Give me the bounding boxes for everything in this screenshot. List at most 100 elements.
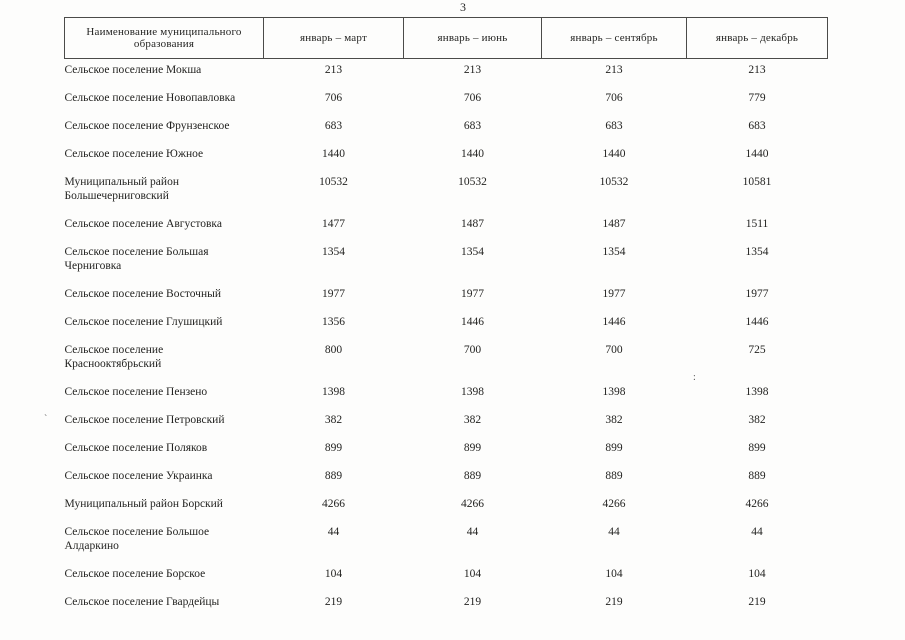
municipality-name: Сельское поселение Краснооктябрьский (64, 344, 164, 370)
value-jan-sep: 899 (605, 442, 623, 454)
scan-artifact: : (693, 372, 696, 383)
table-body: Сельское поселение Мокша 213 213 213 213… (65, 59, 828, 623)
column-header-jan-jun: январь – июнь (403, 17, 542, 59)
value-jan-sep: 219 (605, 596, 623, 608)
value-jan-dec: 1446 (745, 316, 769, 328)
value-jan-dec: 219 (748, 596, 766, 608)
value-jan-sep: 706 (605, 92, 623, 104)
value-jan-jun: 683 (463, 120, 482, 132)
municipality-name: Сельское поселение Большое Алдаркино (64, 526, 210, 552)
table-row: Сельское поселение Южное 1440 1440 1440 … (65, 146, 828, 174)
table-row: Сельское поселение Украинка 889 889 889 … (65, 468, 828, 496)
municipality-name: Муниципальный район Большечерниговский (64, 176, 179, 202)
municipality-name: Сельское поселение Украинка (64, 470, 213, 482)
value-jan-dec: 1977 (745, 288, 769, 300)
value-jan-sep: 1446 (602, 316, 626, 328)
value-jan-mar: 4266 (322, 498, 345, 510)
value-jan-jun: 706 (463, 92, 482, 104)
scan-artifact: ` (44, 414, 48, 425)
municipality-name: Сельское поселение Пензено (64, 386, 208, 398)
value-jan-dec: 899 (748, 442, 766, 454)
column-header-jan-dec: январь – декабрь (686, 17, 828, 59)
value-jan-mar: 683 (324, 120, 343, 132)
value-jan-mar: 213 (324, 64, 343, 76)
value-jan-jun: 213 (463, 64, 482, 76)
municipality-name: Сельское поселение Петровский (64, 414, 225, 426)
value-jan-sep: 683 (605, 120, 623, 132)
value-jan-dec: 1511 (745, 218, 769, 230)
value-jan-jun: 1446 (461, 316, 484, 328)
table-row: Сельское поселение Августовка 1477 1487 … (65, 216, 828, 244)
value-jan-sep: 1977 (602, 288, 626, 300)
table-row: Муниципальный район Борский 4266 4266 42… (65, 496, 828, 524)
value-jan-dec: 10581 (742, 176, 772, 188)
municipality-name: Сельское поселение Поляков (64, 442, 208, 454)
table-row: Сельское поселение Поляков 899 899 899 8… (65, 440, 828, 468)
table-row: Сельское поселение Петровский 382 382 38… (65, 412, 828, 440)
value-jan-sep: 1440 (602, 148, 626, 160)
value-jan-sep: 1487 (602, 218, 626, 230)
municipality-name: Сельское поселение Южное (64, 148, 204, 160)
value-jan-mar: 889 (324, 470, 343, 482)
table-row: Сельское поселение Гвардейцы 219 219 219… (65, 594, 828, 622)
value-jan-mar: 1356 (322, 316, 345, 328)
municipality-name: Муниципальный район Борский (64, 498, 223, 510)
table-row: Сельское поселение Краснооктябрьский 800… (65, 342, 828, 384)
column-header-jan-mar: январь – март (263, 17, 404, 59)
value-jan-mar: 1977 (322, 288, 345, 300)
column-header-municipality: Наименование муниципального образования (64, 17, 264, 59)
value-jan-jun: 10532 (458, 176, 487, 188)
table-header: Наименование муниципального образования … (64, 17, 828, 59)
municipality-name: Сельское поселение Гвардейцы (64, 596, 220, 608)
value-jan-jun: 104 (463, 568, 482, 580)
value-jan-mar: 44 (327, 526, 340, 538)
value-jan-mar: 219 (324, 596, 343, 608)
table-row: Сельское поселение Пензено 1398 1398 139… (65, 384, 828, 412)
table-row: Сельское поселение Новопавловка 706 706 … (65, 90, 828, 118)
municipality-name: Сельское поселение Фрунзенское (64, 120, 230, 132)
value-jan-dec: 1398 (745, 386, 769, 398)
value-jan-sep: 1398 (602, 386, 626, 398)
municipality-name: Сельское поселение Борское (64, 568, 206, 580)
value-jan-mar: 1440 (322, 148, 345, 160)
value-jan-sep: 104 (605, 568, 623, 580)
value-jan-sep: 889 (605, 470, 623, 482)
municipal-data-table-wrap: Наименование муниципального образования … (64, 17, 828, 623)
value-jan-jun: 1977 (461, 288, 484, 300)
value-jan-mar: 104 (324, 568, 343, 580)
municipality-name: Сельское поселение Глушицкий (64, 316, 223, 328)
value-jan-sep: 4266 (602, 498, 626, 510)
value-jan-sep: 213 (605, 64, 623, 76)
value-jan-mar: 899 (324, 442, 343, 454)
value-jan-dec: 1354 (745, 246, 769, 258)
value-jan-jun: 889 (463, 470, 482, 482)
municipality-name: Сельское поселение Восточный (64, 288, 222, 300)
table-row: Сельское поселение Фрунзенское 683 683 6… (65, 118, 828, 146)
table-row: Сельское поселение Борское 104 104 104 1… (65, 566, 828, 594)
value-jan-dec: 779 (748, 92, 766, 104)
value-jan-mar: 10532 (319, 176, 348, 188)
value-jan-jun: 382 (463, 414, 482, 426)
value-jan-dec: 104 (748, 568, 766, 580)
value-jan-mar: 1354 (322, 246, 345, 258)
value-jan-mar: 1477 (322, 218, 345, 230)
value-jan-jun: 1487 (461, 218, 484, 230)
table-row: Муниципальный район Большечерниговский 1… (65, 174, 828, 216)
table-row: Сельское поселение Мокша 213 213 213 213 (65, 59, 828, 91)
value-jan-jun: 899 (463, 442, 482, 454)
value-jan-dec: 683 (748, 120, 766, 132)
value-jan-dec: 4266 (745, 498, 769, 510)
value-jan-jun: 4266 (461, 498, 484, 510)
table-row: Сельское поселение Восточный 1977 1977 1… (65, 286, 828, 314)
value-jan-jun: 1354 (461, 246, 484, 258)
value-jan-mar: 1398 (322, 386, 345, 398)
value-jan-dec: 382 (748, 414, 766, 426)
municipality-name: Сельское поселение Новопавловка (64, 92, 236, 104)
value-jan-jun: 700 (463, 344, 482, 356)
value-jan-jun: 1440 (461, 148, 484, 160)
value-jan-sep: 382 (605, 414, 623, 426)
page-number: 3 (460, 0, 466, 14)
value-jan-jun: 44 (466, 526, 479, 538)
value-jan-mar: 706 (324, 92, 343, 104)
table-row: Сельское поселение Большая Черниговка 13… (65, 244, 828, 286)
